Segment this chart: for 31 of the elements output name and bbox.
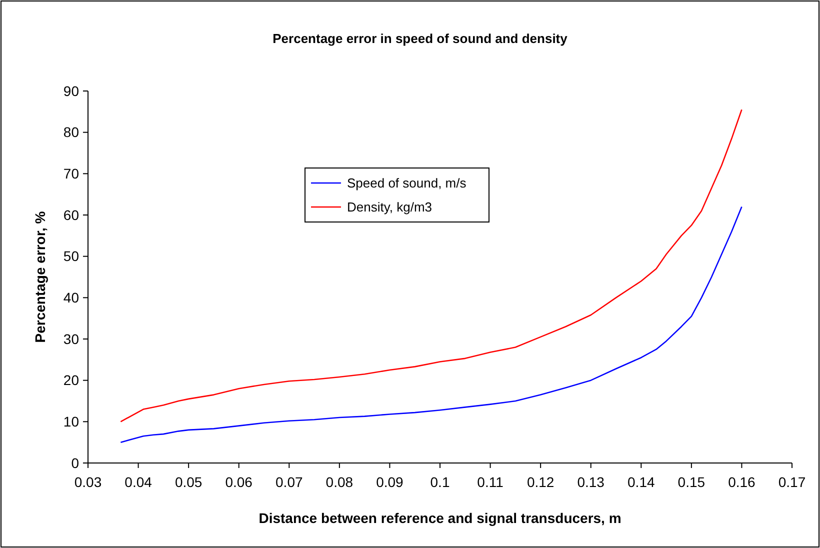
y-tick-label: 40	[63, 290, 80, 306]
x-tick-label: 0.13	[577, 474, 605, 490]
y-tick-label: 0	[71, 454, 80, 471]
y-axis-title: Percentage error, %	[32, 210, 48, 343]
y-tick-label: 30	[63, 330, 80, 347]
x-tick-label: 0.09	[376, 474, 404, 490]
x-tick-label: 0.08	[326, 474, 354, 490]
legend-label: Speed of sound, m/s	[347, 176, 467, 191]
x-tick-label: 0.17	[778, 474, 806, 490]
y-tick-label: 90	[63, 82, 80, 99]
x-tick-label: 0.03	[74, 474, 102, 490]
x-tick-label: 0.06	[225, 474, 253, 490]
x-tick-label: 0.07	[276, 474, 303, 490]
y-tick-label: 50	[63, 248, 80, 264]
x-tick-label: 0.1	[430, 474, 450, 490]
x-tick-label: 0.12	[526, 474, 554, 490]
x-tick-label: 0.05	[174, 474, 202, 490]
x-tick-label: 0.04	[124, 474, 152, 490]
x-tick-label: 0.14	[628, 474, 655, 490]
y-tick-label: 10	[63, 414, 80, 430]
x-tick-label: 0.11	[477, 474, 504, 490]
x-tick-label: 0.15	[678, 474, 706, 490]
line-series	[120, 108, 742, 422]
x-tick-label: 0.16	[728, 474, 756, 490]
y-tick-label: 80	[63, 124, 80, 140]
legend-label: Density, kg/m3	[347, 200, 432, 215]
chart-title: Percentage error in speed of sound and density	[272, 31, 568, 46]
y-tick-label: 70	[63, 166, 80, 182]
x-axis-title: Distance between reference and signal transducers, m	[258, 510, 622, 526]
y-tick-label: 60	[63, 206, 80, 223]
y-tick-label: 20	[63, 372, 80, 388]
